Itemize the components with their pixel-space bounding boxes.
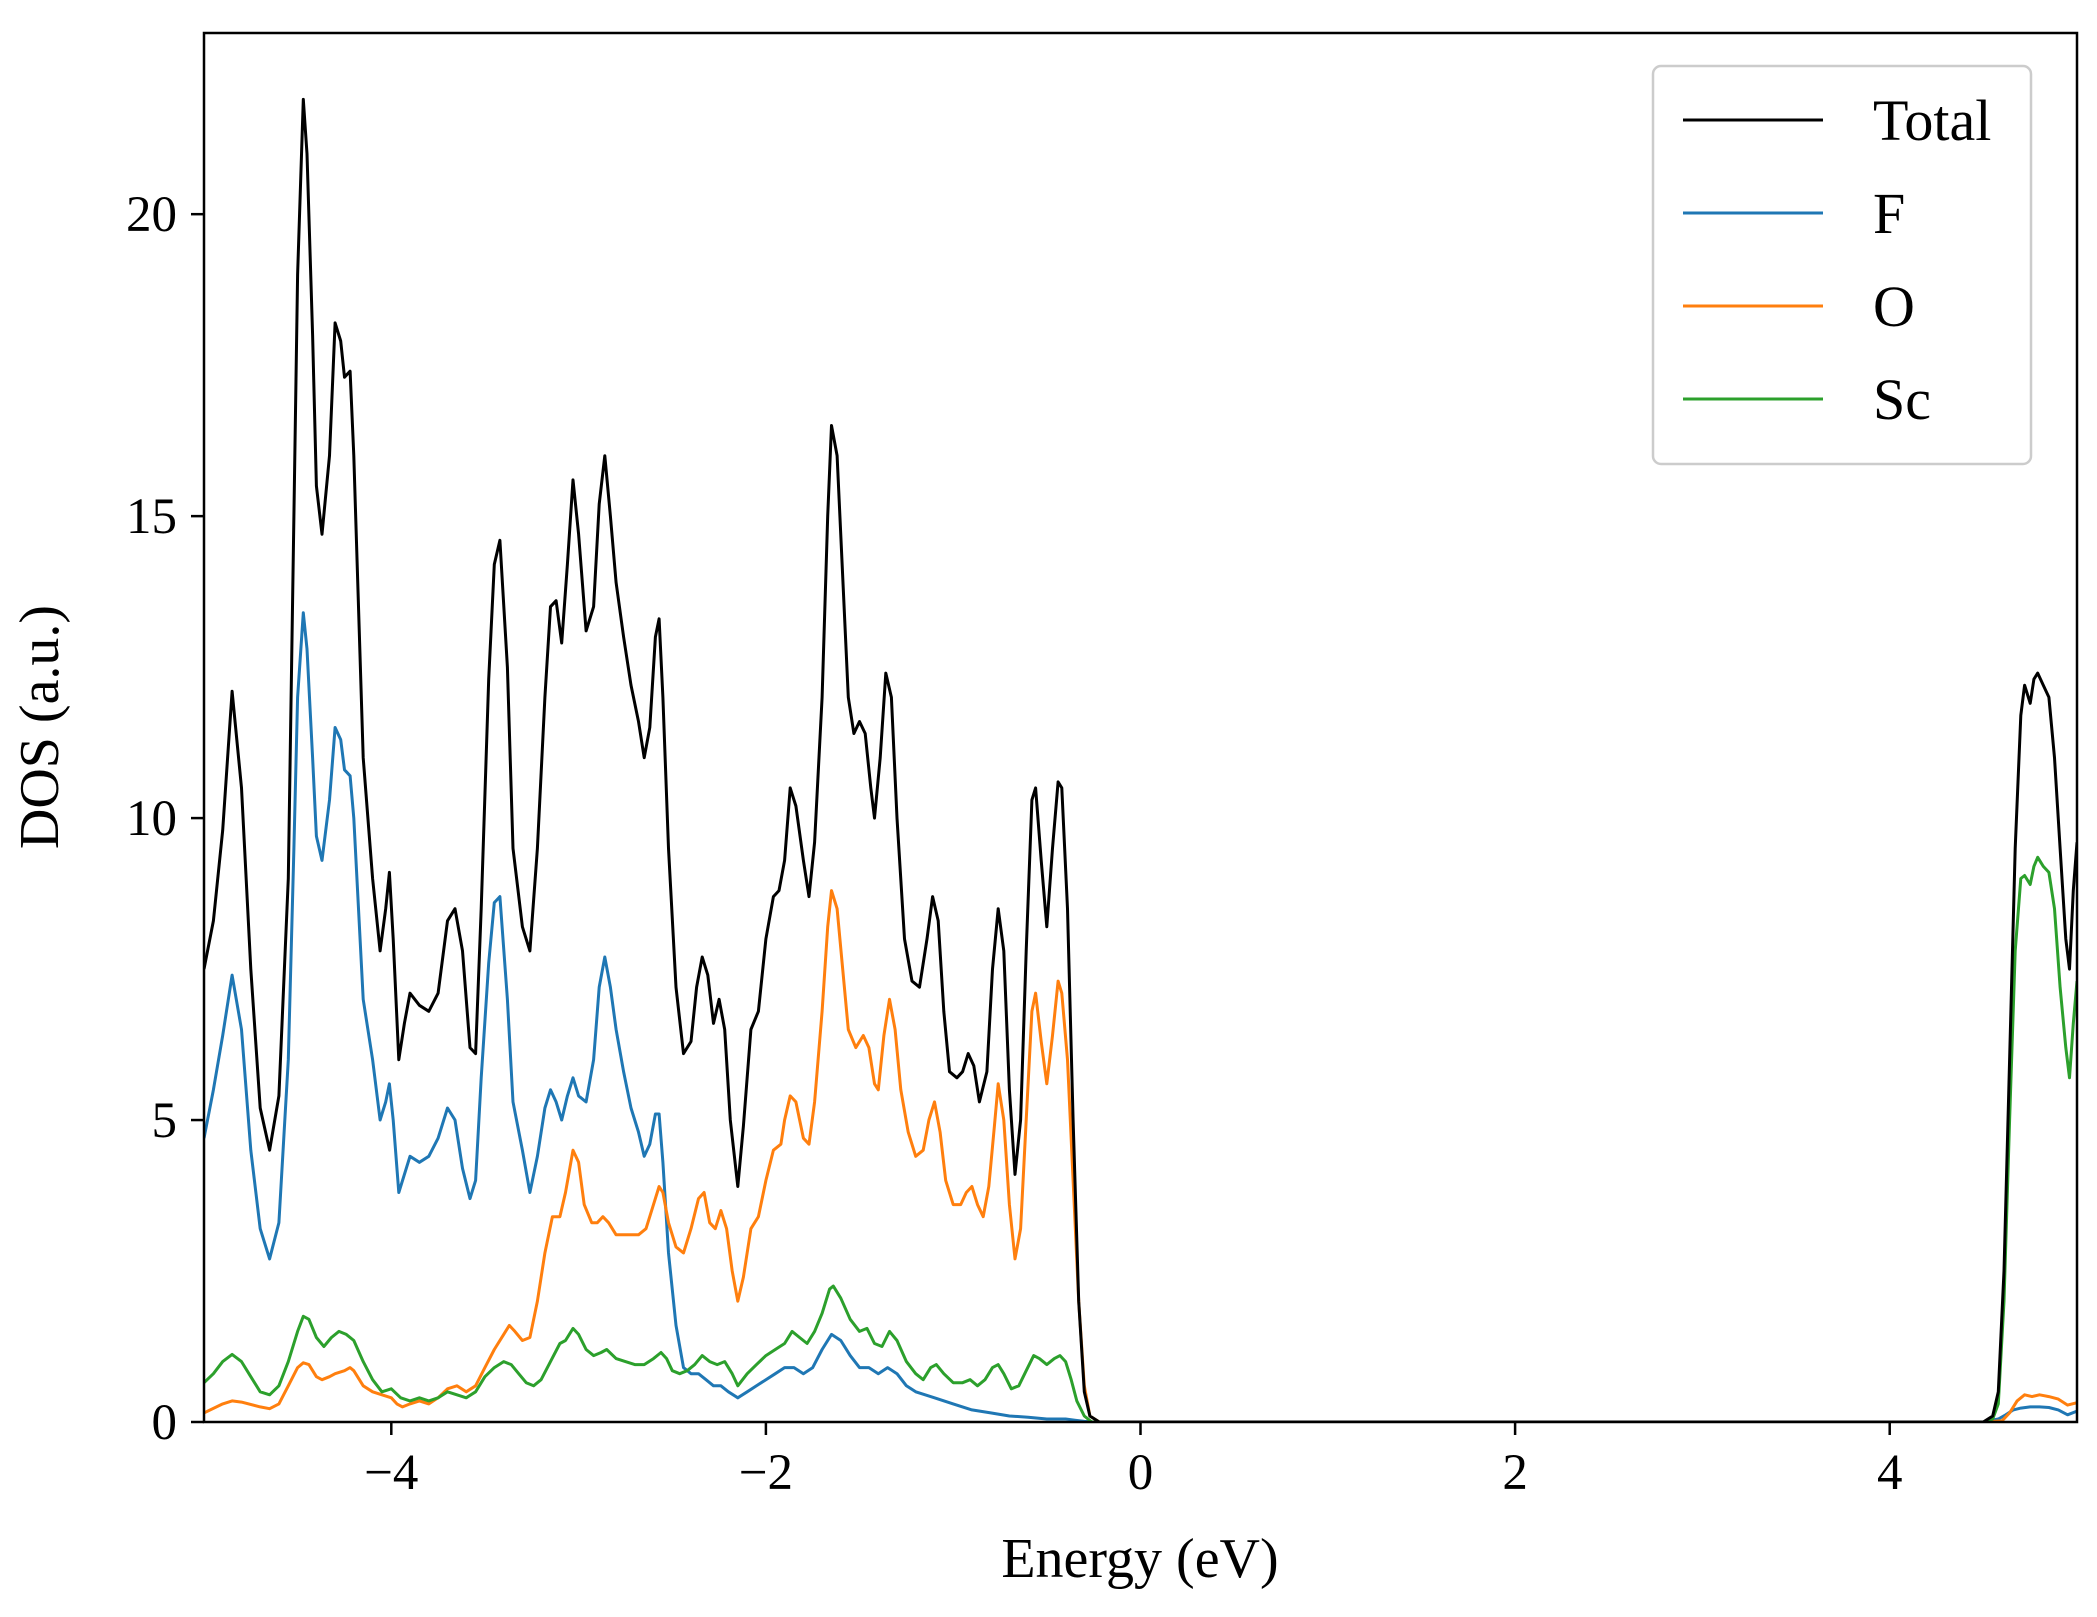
- y-tick-label: 10: [126, 791, 177, 847]
- y-tick-label: 5: [152, 1093, 178, 1149]
- series-line-total: [204, 97, 2077, 1422]
- series-line-f: [204, 611, 2077, 1422]
- y-tick-label: 20: [126, 187, 177, 243]
- y-tick-label: 15: [126, 489, 177, 545]
- x-tick-label: −2: [739, 1445, 793, 1501]
- y-tick-label: 0: [152, 1395, 178, 1451]
- legend-label-total: Total: [1873, 88, 1991, 153]
- legend: Total FO Sc: [1651, 64, 2033, 466]
- ticks-layer: −4 −2 0 2 4 0 5 10 15 20: [126, 187, 1902, 1501]
- x-axis-label: Energy (eV): [1001, 1528, 1278, 1590]
- x-tick-label: 2: [1502, 1445, 1528, 1501]
- series-line-o: [204, 889, 2077, 1422]
- x-tick-label: −4: [364, 1445, 418, 1501]
- legend-label-sc: Sc: [1873, 367, 1931, 432]
- series-layer: [204, 97, 2077, 1422]
- series-line-sc: [204, 855, 2077, 1422]
- legend-label-f: F: [1873, 181, 1905, 246]
- y-axis-label: DOS (a.u.): [9, 605, 71, 849]
- x-tick-label: 0: [1128, 1445, 1154, 1501]
- legend-label-o: O: [1873, 274, 1915, 339]
- legend-frame: [1651, 64, 2033, 466]
- x-tick-label: 4: [1877, 1445, 1903, 1501]
